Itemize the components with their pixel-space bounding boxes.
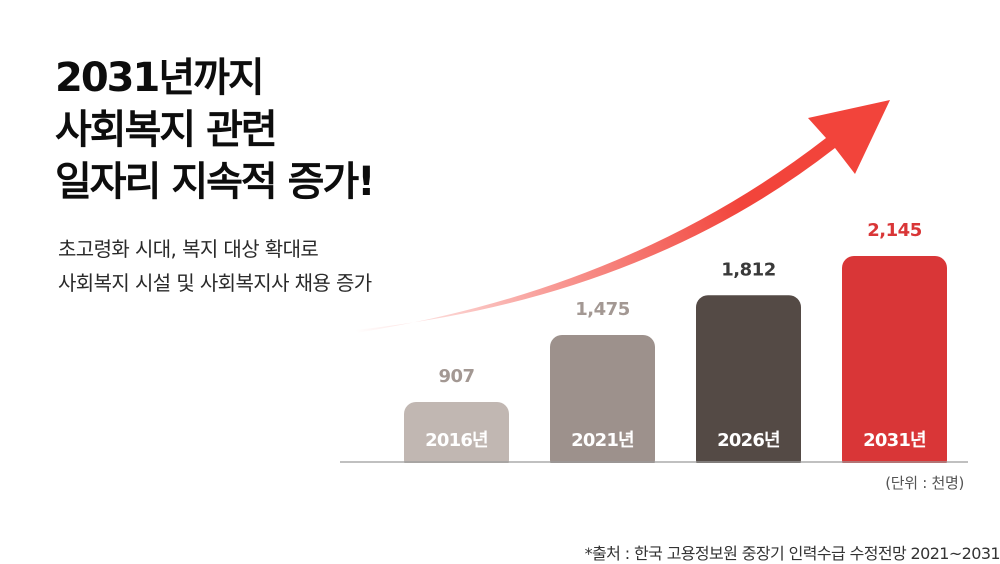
baseline-mask	[340, 463, 980, 475]
category-label: 2016년	[425, 430, 488, 451]
chart-subtitle: 초고령화 시대, 복지 대상 확대로 사회복지 시설 및 사회복지사 채용 증가	[58, 232, 372, 300]
bar-2026년	[696, 295, 801, 472]
chart-title: 2031년까지 사회복지 관련 일자리 지속적 증가!	[55, 52, 375, 208]
category-label: 2021년	[571, 430, 634, 451]
category-label: 2031년	[863, 430, 926, 451]
title-line-2: 사회복지 관련	[55, 107, 278, 153]
value-label: 1,812	[721, 259, 775, 280]
title-line-1: 2031년까지	[55, 55, 265, 101]
source-note: *출처 : 한국 고용정보원 중장기 인력수급 수정전망 2021~2031	[584, 544, 1000, 563]
unit-label: (단위 : 천명)	[885, 474, 964, 492]
subtitle-line-1: 초고령화 시대, 복지 대상 확대로	[58, 237, 319, 261]
value-label: 907	[438, 366, 474, 387]
category-label: 2026년	[717, 430, 780, 451]
value-label: 2,145	[867, 220, 921, 241]
bar-2031년	[842, 256, 947, 472]
title-line-3: 일자리 지속적 증가!	[55, 159, 375, 205]
subtitle-line-2: 사회복지 시설 및 사회복지사 채용 증가	[58, 271, 372, 295]
trend-arrow	[355, 100, 890, 333]
bar-2016년	[404, 402, 509, 472]
bar-2021년	[550, 335, 655, 472]
value-label: 1,475	[575, 299, 629, 320]
